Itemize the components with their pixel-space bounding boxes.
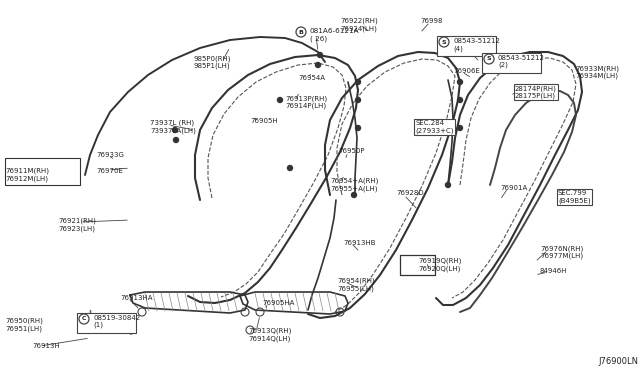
Text: 08543-51212
(2): 08543-51212 (2) <box>498 55 545 68</box>
Text: 76905HA: 76905HA <box>262 300 294 306</box>
Text: 76933G: 76933G <box>96 152 124 158</box>
Text: S: S <box>486 57 492 61</box>
Circle shape <box>351 192 356 198</box>
Text: 08519-30842
(1): 08519-30842 (1) <box>93 315 140 328</box>
Text: SEC.799
(B49B5E): SEC.799 (B49B5E) <box>558 190 591 203</box>
Text: 76913HB: 76913HB <box>343 240 376 246</box>
Text: B: B <box>299 29 303 35</box>
Text: SEC.284
(27933+C): SEC.284 (27933+C) <box>415 120 454 134</box>
Text: 28174P(RH)
28175P(LH): 28174P(RH) 28175P(LH) <box>515 85 557 99</box>
Text: 76919Q(RH)
76920Q(LH): 76919Q(RH) 76920Q(LH) <box>418 258 461 272</box>
Text: 76901A: 76901A <box>500 185 527 191</box>
Text: S: S <box>442 39 446 45</box>
Circle shape <box>317 52 323 58</box>
Text: 76954(RH)
76955(LH): 76954(RH) 76955(LH) <box>337 278 375 292</box>
Bar <box>77 313 136 333</box>
Text: 76913HA: 76913HA <box>120 295 152 301</box>
Text: 76905H: 76905H <box>250 118 278 124</box>
Circle shape <box>287 166 292 170</box>
Text: 76911M(RH)
76912M(LH): 76911M(RH) 76912M(LH) <box>5 168 49 182</box>
Text: 985P0(RH)
985P1(LH): 985P0(RH) 985P1(LH) <box>193 55 230 69</box>
Text: 76970E: 76970E <box>96 168 123 174</box>
Text: 76950P: 76950P <box>338 148 365 154</box>
Text: 76954+A(RH)
76955+A(LH): 76954+A(RH) 76955+A(LH) <box>330 178 378 192</box>
Text: 081A6-6121A
( 26): 081A6-6121A ( 26) <box>310 28 360 42</box>
Circle shape <box>316 62 321 67</box>
Text: 76913Q(RH)
76914Q(LH): 76913Q(RH) 76914Q(LH) <box>248 328 291 342</box>
Circle shape <box>355 97 360 103</box>
Circle shape <box>278 97 282 103</box>
Circle shape <box>173 128 177 132</box>
Circle shape <box>355 80 360 84</box>
Bar <box>437 36 495 56</box>
Text: 76976N(RH)
76977M(LH): 76976N(RH) 76977M(LH) <box>540 245 583 259</box>
Circle shape <box>458 125 463 131</box>
Text: 76913P(RH)
76914P(LH): 76913P(RH) 76914P(LH) <box>285 95 327 109</box>
Text: 76954A: 76954A <box>298 75 325 81</box>
Text: 76928D: 76928D <box>396 190 424 196</box>
Text: 76950(RH)
76951(LH): 76950(RH) 76951(LH) <box>5 318 43 332</box>
Text: 08543-51212
(4): 08543-51212 (4) <box>453 38 500 51</box>
Bar <box>482 53 541 73</box>
Text: 73937L (RH)
73937LA(LH): 73937L (RH) 73937LA(LH) <box>150 120 196 134</box>
Text: 76906E: 76906E <box>453 68 480 74</box>
Text: C: C <box>82 317 86 321</box>
Text: 76933M(RH)
76934M(LH): 76933M(RH) 76934M(LH) <box>575 65 619 79</box>
Circle shape <box>355 125 360 131</box>
Text: 76913H: 76913H <box>32 343 60 349</box>
Circle shape <box>445 183 451 187</box>
Text: 76922(RH)
76924(LH): 76922(RH) 76924(LH) <box>340 18 378 32</box>
Circle shape <box>458 80 463 84</box>
Text: 76921(RH)
76923(LH): 76921(RH) 76923(LH) <box>58 218 96 232</box>
Circle shape <box>173 138 179 142</box>
Text: 84946H: 84946H <box>540 268 568 274</box>
Text: 76998: 76998 <box>420 18 442 24</box>
Circle shape <box>458 97 463 103</box>
Text: J76900LN: J76900LN <box>598 357 638 366</box>
